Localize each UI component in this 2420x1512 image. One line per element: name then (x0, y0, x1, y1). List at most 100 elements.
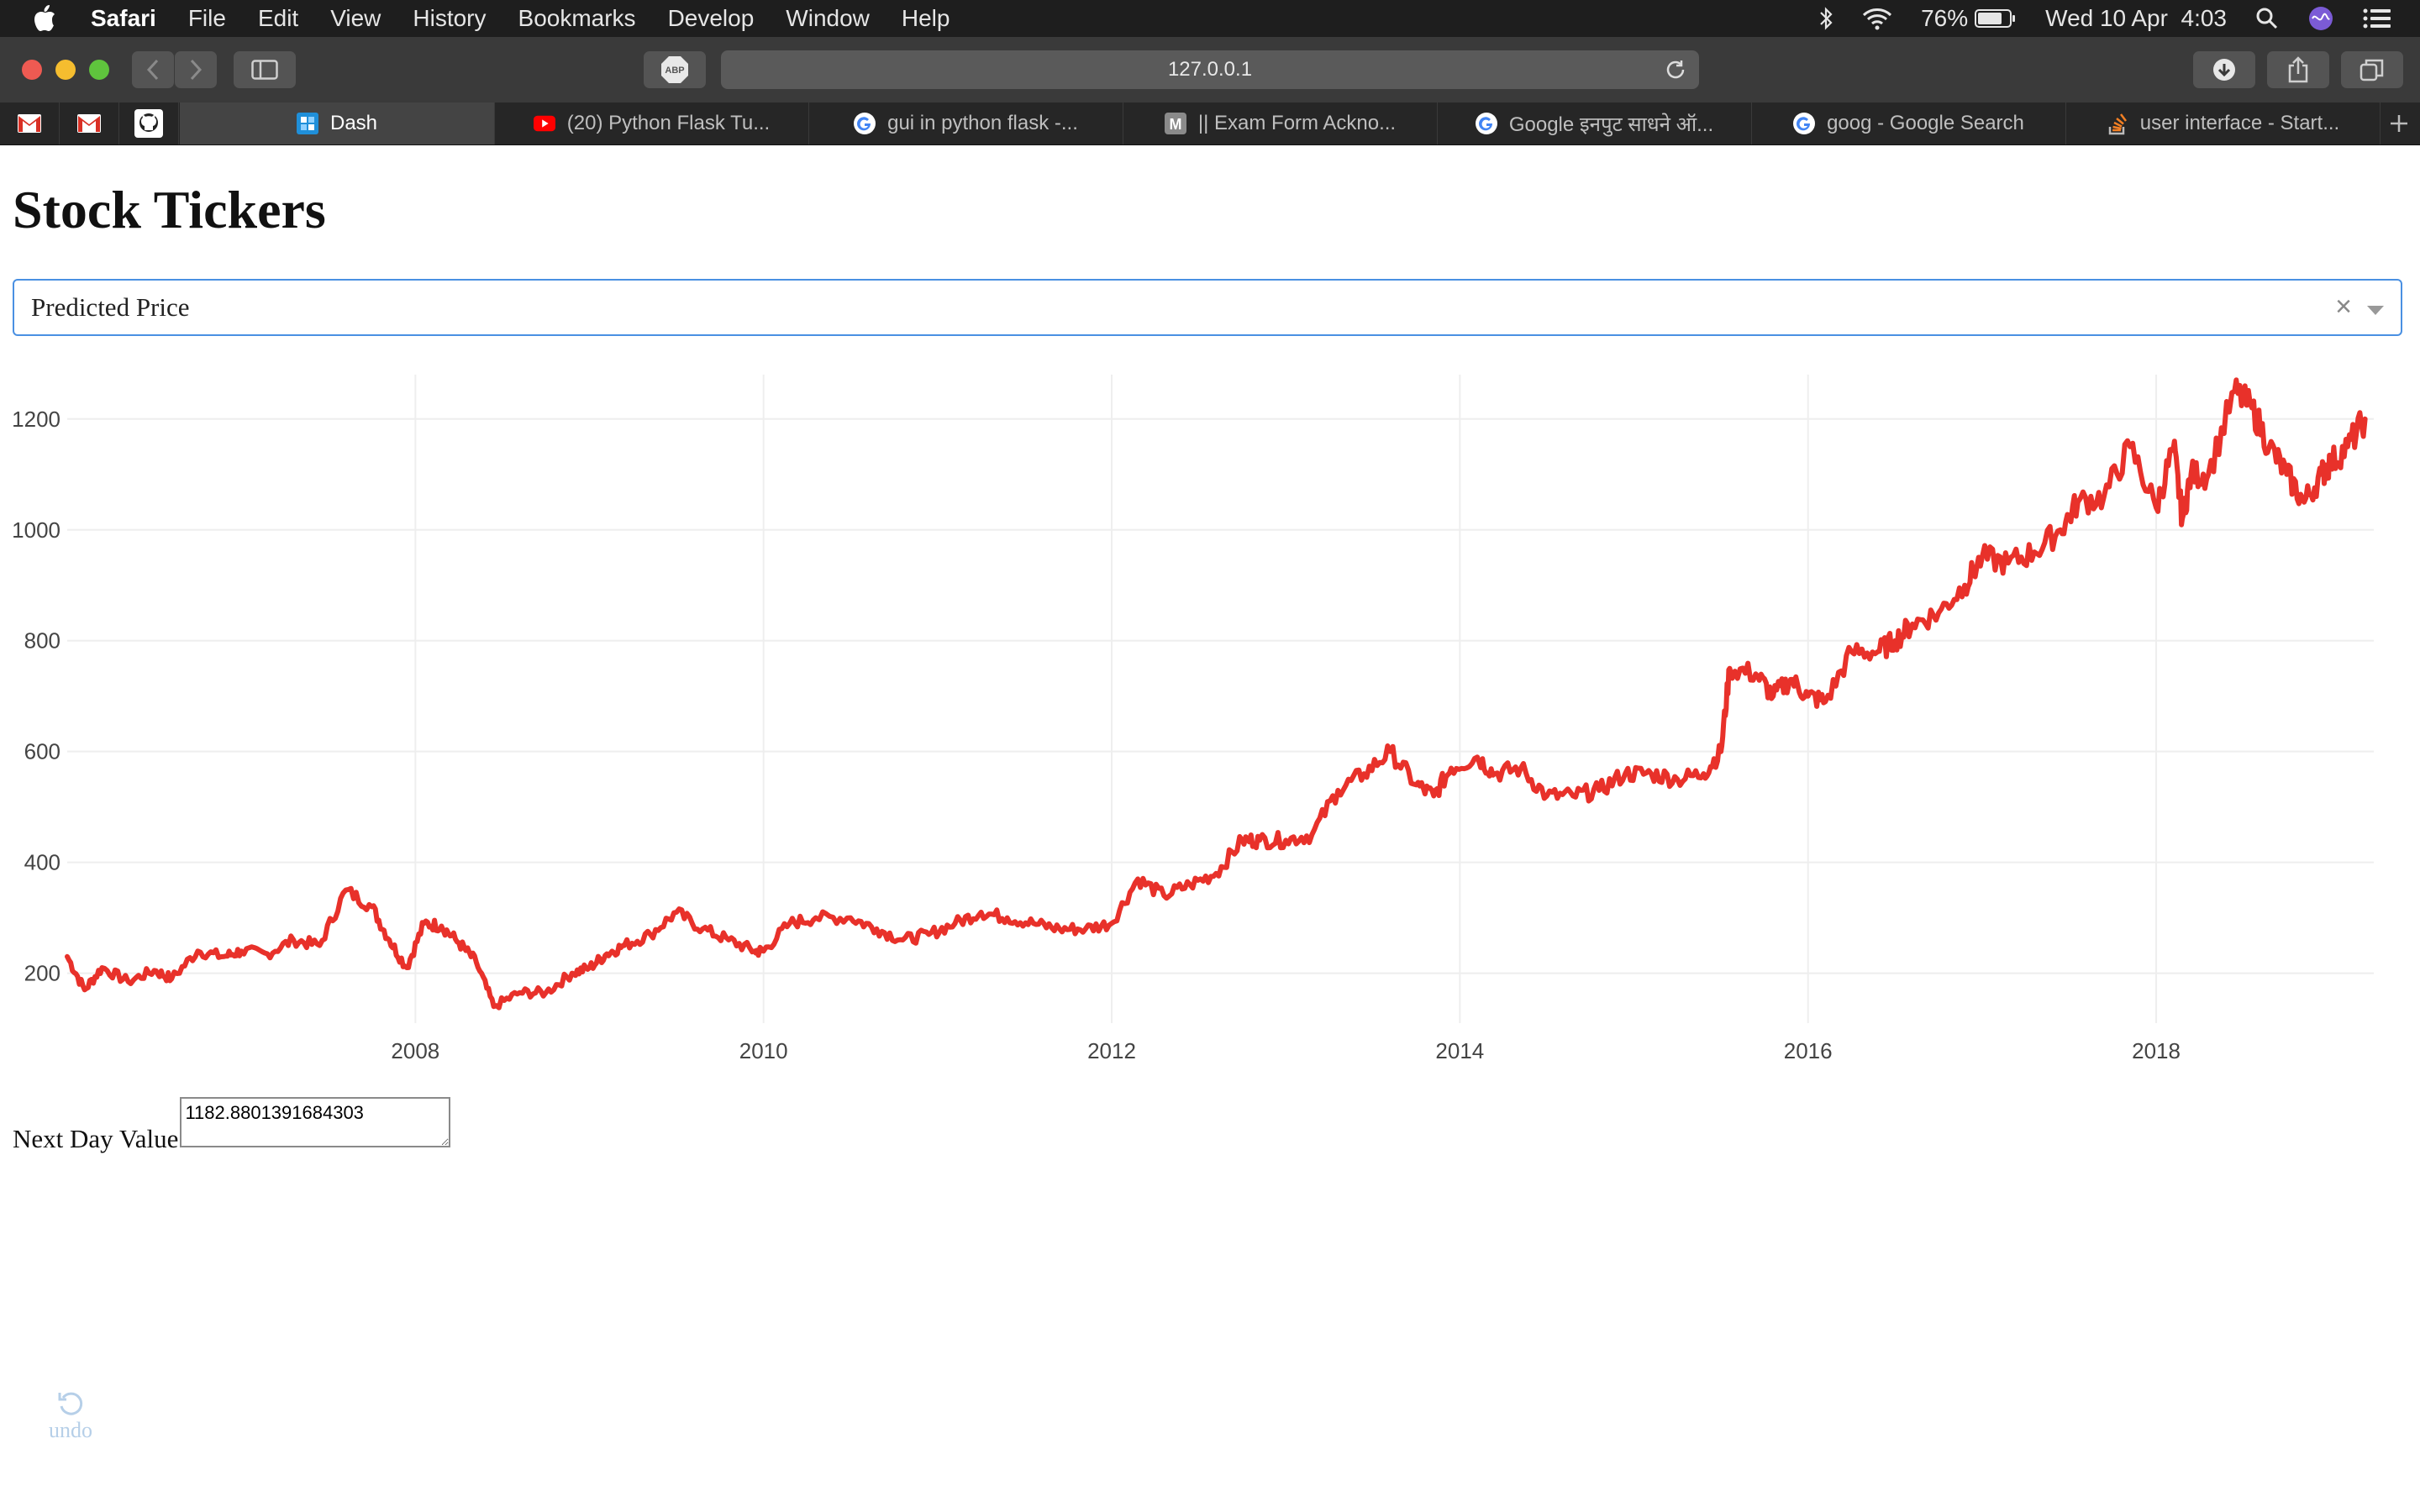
github-icon (134, 109, 163, 138)
tab-bar: Dash (20) Python Flask Tu... gui in pyth… (0, 102, 2420, 145)
menu-help[interactable]: Help (901, 5, 950, 31)
battery-icon (1975, 9, 2016, 28)
chart-grid (67, 375, 2374, 1023)
dropdown-arrow-icon[interactable] (2367, 306, 2384, 315)
tab-gui-python-flask[interactable]: gui in python flask -... (809, 102, 1123, 144)
x-tick-label-2008: 2008 (391, 1038, 439, 1063)
y-tick-label-1000: 1000 (12, 517, 60, 543)
clear-selection-icon[interactable]: × (2335, 291, 2352, 323)
pinned-tab-gmail-2[interactable] (60, 102, 119, 144)
menu-view[interactable]: View (330, 5, 381, 31)
undo-label: undo (49, 1418, 92, 1442)
x-tick-label-2018: 2018 (2132, 1038, 2181, 1063)
menu-history[interactable]: History (413, 5, 487, 31)
tab-label: user interface - Start... (2139, 112, 2340, 134)
x-axis-ticks: 2008 2010 2012 2014 2016 2018 (391, 1038, 2181, 1063)
y-tick-label-200: 200 (24, 961, 60, 986)
y-tick-label-1200: 1200 (12, 407, 60, 432)
menu-window[interactable]: Window (786, 5, 870, 31)
pinned-tab-github[interactable] (119, 102, 179, 144)
gmail-icon (18, 114, 41, 133)
clock[interactable]: Wed 10 Apr 4:03 (2045, 5, 2227, 31)
url-text: 127.0.0.1 (1167, 58, 1253, 81)
page-title: Stock Tickers (13, 180, 326, 239)
wifi-icon[interactable] (1862, 7, 1892, 30)
siri-icon[interactable] (2307, 5, 2334, 32)
price-chart[interactable]: 200 400 600 800 1000 1200 2008 2010 2012 2014 201… (0, 370, 2420, 1092)
new-tab-button[interactable] (2378, 102, 2420, 144)
download-icon (2213, 59, 2235, 81)
gmail-icon (77, 114, 101, 133)
tab-label: gui in python flask -... (887, 112, 1078, 134)
chevron-right-icon (190, 59, 203, 81)
menu-bar: Safari File Edit View History Bookmarks … (0, 0, 2420, 37)
downloads-button[interactable] (2193, 51, 2255, 88)
tab-label: Google इनपुट साधने ऑ... (1508, 113, 1714, 136)
menu-edit[interactable]: Edit (257, 5, 299, 31)
apple-menu-icon[interactable] (32, 4, 62, 33)
x-tick-label-2012: 2012 (1087, 1038, 1136, 1063)
dropdown-selected-value: Predicted Price (31, 292, 190, 322)
menu-app-safari[interactable]: Safari (91, 5, 156, 31)
x-tick-label-2014: 2014 (1435, 1038, 1484, 1063)
tab-overview-button[interactable] (2341, 51, 2403, 88)
menu-develop[interactable]: Develop (667, 5, 755, 31)
x-tick-label-2016: 2016 (1784, 1038, 1833, 1063)
next-day-section: Next Day Value 1182.8801391684303 (13, 1097, 451, 1153)
adblock-plus-button[interactable]: ABP (644, 51, 706, 88)
plus-icon (2391, 115, 2407, 132)
pinned-tab-gmail[interactable] (0, 102, 60, 144)
svg-text:M: M (1169, 116, 1181, 133)
undo-button[interactable]: undo (49, 1389, 92, 1443)
forward-button[interactable] (175, 51, 217, 88)
x-tick-label-2010: 2010 (739, 1038, 788, 1063)
undo-icon (58, 1392, 83, 1415)
tab-goog-search[interactable]: goog - Google Search (1752, 102, 2066, 144)
menu-bookmarks[interactable]: Bookmarks (518, 5, 636, 31)
google-icon (854, 113, 876, 134)
series-line-predicted-price (65, 377, 2368, 1011)
sidebar-icon (251, 60, 278, 80)
next-day-value-textarea[interactable]: 1182.8801391684303 (180, 1097, 451, 1147)
ticker-dropdown[interactable]: Predicted Price × (13, 279, 2402, 336)
spotlight-search-icon[interactable] (2255, 7, 2279, 30)
close-window-button[interactable] (22, 60, 42, 80)
tab-dash[interactable]: Dash (180, 102, 495, 144)
bluetooth-icon[interactable] (1818, 7, 1833, 30)
tab-label: goog - Google Search (1827, 112, 2024, 134)
tabs-icon (2360, 59, 2384, 81)
zoom-window-button[interactable] (89, 60, 109, 80)
minimize-window-button[interactable] (55, 60, 76, 80)
stackoverflow-icon (2107, 113, 2128, 135)
notification-center-icon[interactable] (2363, 8, 2391, 29)
tab-user-interface[interactable]: user interface - Start... (2066, 102, 2381, 144)
tab-label: Dash (329, 112, 378, 134)
battery-percent: 76% (1921, 5, 1969, 31)
back-button[interactable] (132, 51, 174, 88)
adblock-icon: ABP (661, 56, 688, 83)
m-icon: M (1164, 113, 1186, 134)
next-day-label: Next Day Value (13, 1124, 179, 1153)
y-axis-ticks: 200 400 600 800 1000 1200 (12, 407, 60, 986)
browser-toolbar: ABP 127.0.0.1 (0, 37, 2420, 103)
address-bar[interactable]: 127.0.0.1 (721, 50, 1699, 89)
chevron-left-icon (146, 59, 159, 81)
menu-file[interactable]: File (187, 5, 226, 31)
share-button[interactable] (2267, 51, 2329, 88)
reload-icon[interactable] (1664, 58, 1687, 87)
battery-status[interactable]: 76% (1921, 5, 2017, 32)
y-tick-label-400: 400 (24, 850, 60, 875)
tab-label: (20) Python Flask Tu... (566, 112, 771, 134)
share-icon (2288, 56, 2308, 83)
dash-icon (296, 113, 318, 134)
youtube-icon (533, 113, 555, 134)
sidebar-toggle-button[interactable] (234, 51, 296, 88)
google-icon (1793, 113, 1816, 134)
tab-exam-form[interactable]: M || Exam Form Ackno... (1123, 102, 1438, 144)
y-tick-label-800: 800 (24, 628, 60, 654)
y-tick-label-600: 600 (24, 739, 60, 764)
svg-text:ABP: ABP (665, 66, 684, 76)
tab-python-flask[interactable]: (20) Python Flask Tu... (495, 102, 809, 144)
tab-label: || Exam Form Ackno... (1197, 112, 1397, 134)
tab-google-input[interactable]: Google इनपुट साधने ऑ... (1438, 102, 1752, 144)
